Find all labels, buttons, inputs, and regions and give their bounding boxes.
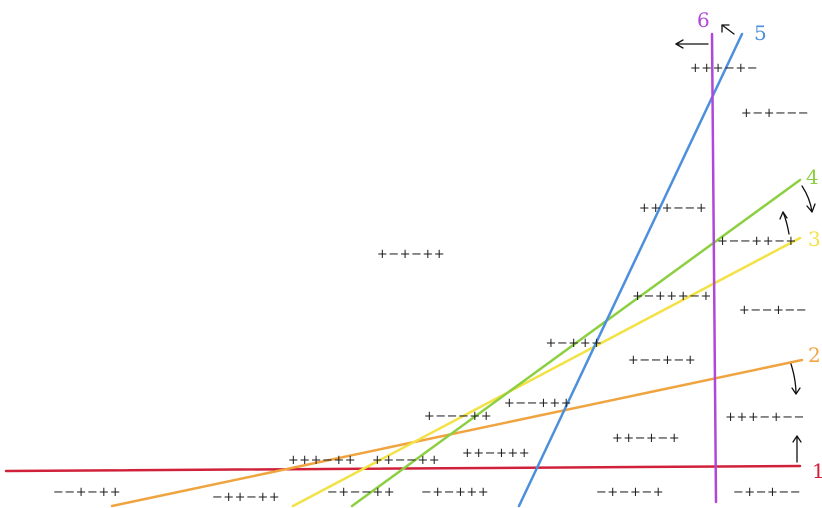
- sign-vector: −+−+−−: [733, 485, 801, 500]
- lines-layer: [4, 32, 804, 508]
- sign-vector: +−+++: [546, 336, 603, 351]
- arrow-up-icon: [792, 435, 802, 463]
- line-3: [291, 236, 802, 508]
- sign-vector: −+−+−+: [596, 485, 664, 500]
- sign-vector: ++−−++: [372, 453, 440, 468]
- line-2: [110, 358, 804, 508]
- sign-vector: +++−−+: [639, 201, 707, 216]
- arrow-up-icon: [779, 211, 790, 235]
- sign-vector: −++−++: [212, 490, 280, 505]
- orientation-arrows: [675, 24, 816, 463]
- line-label-6: 6: [697, 8, 710, 32]
- sign-vectors: +−+−+++++−+−+−+−−−+++−−++−−++−++−+++−++−…: [53, 61, 809, 505]
- sign-vector: +++−++: [288, 453, 356, 468]
- line-5: [517, 32, 744, 508]
- arrow-down-icon: [790, 363, 801, 395]
- sign-vector: +−+−++: [377, 247, 445, 262]
- line-label-3: 3: [808, 227, 821, 251]
- arrow-down-icon: [801, 185, 816, 213]
- sign-vector: +−+−−−: [741, 106, 809, 121]
- sign-vector: −+−+++: [421, 485, 489, 500]
- arrow-up-left-icon: [721, 24, 735, 35]
- sign-vector: +−−+++: [504, 396, 572, 411]
- sign-vector: −−+−++: [53, 485, 121, 500]
- arrow-left-icon: [675, 39, 709, 49]
- line-label-5: 5: [754, 21, 767, 45]
- line-label-2: 2: [808, 343, 821, 367]
- line-6: [710, 32, 718, 504]
- sign-vector: +++−+−−: [725, 410, 805, 425]
- sign-vector: +−−++−+: [717, 234, 797, 249]
- line-label-4: 4: [806, 165, 819, 189]
- line-label-1: 1: [812, 459, 822, 483]
- sign-vector: +−−+−+: [628, 353, 696, 368]
- sign-vector: +−+++−+: [632, 289, 712, 304]
- sign-vector: ++−+++: [462, 446, 530, 461]
- sign-vector: −+−−++: [327, 485, 395, 500]
- line-labels: 1 2 3 4 5 6: [697, 8, 822, 483]
- sign-vector: +−−−++: [424, 409, 492, 424]
- sign-vector: +++−+−: [690, 61, 758, 76]
- sign-vector: ++−+−+: [612, 431, 680, 446]
- line-4: [350, 178, 802, 508]
- sign-vector: +−−+−−: [739, 303, 807, 318]
